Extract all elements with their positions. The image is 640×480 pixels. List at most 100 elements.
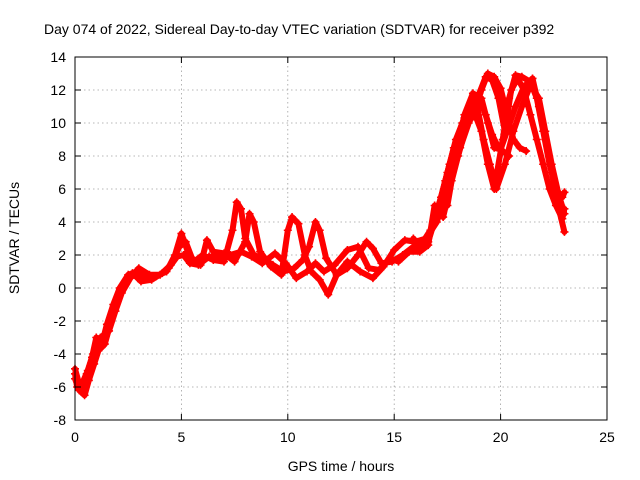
data-point-marker <box>136 277 145 286</box>
data-point-marker <box>424 237 433 246</box>
data-point-marker <box>236 204 245 213</box>
y-tick-label: 0 <box>58 280 66 296</box>
data-point-marker <box>415 246 424 255</box>
series-layer <box>71 69 569 400</box>
data-point-marker <box>96 333 105 342</box>
data-point-marker <box>292 274 301 283</box>
data-point-marker <box>364 264 373 273</box>
y-tick-label: 14 <box>50 49 66 65</box>
data-point-marker <box>539 160 548 169</box>
data-point-marker <box>532 94 541 103</box>
data-point-marker <box>258 259 267 268</box>
data-point-marker <box>300 251 309 259</box>
y-tick-label: -2 <box>54 313 67 329</box>
y-tick-label: 6 <box>58 181 66 197</box>
data-point-marker <box>500 127 509 136</box>
y-tick-label: 8 <box>58 148 66 164</box>
data-point-marker <box>368 244 377 253</box>
data-point-marker <box>356 267 365 276</box>
data-point-marker <box>185 259 194 268</box>
data-point-marker <box>305 242 314 251</box>
x-tick-label: 15 <box>386 429 402 445</box>
data-point-marker <box>520 86 529 94</box>
data-point-marker <box>409 234 418 243</box>
data-point-marker <box>394 257 403 266</box>
data-point-marker <box>156 270 165 279</box>
series-track-1 <box>71 94 514 393</box>
data-point-marker <box>513 74 522 83</box>
data-point-marker <box>368 274 377 283</box>
chart-title: Day 074 of 2022, Sidereal Day-to-day VTE… <box>44 21 554 37</box>
data-point-marker <box>507 86 516 94</box>
data-point-marker <box>551 201 560 210</box>
y-tick-label: -8 <box>54 412 67 428</box>
data-point-marker <box>302 267 311 276</box>
x-axis-label: GPS time / hours <box>288 458 395 474</box>
data-point-marker <box>194 260 203 269</box>
data-point-marker <box>560 204 569 213</box>
data-point-marker <box>315 226 324 235</box>
data-point-marker <box>117 288 126 297</box>
data-point-marker <box>526 110 535 119</box>
data-point-marker <box>405 247 414 256</box>
data-point-marker <box>324 290 333 299</box>
data-point-marker <box>311 259 320 268</box>
plot-frame <box>74 56 608 421</box>
tick-layer: 0 5 10 15 20 25 -8 -6 -4 -2 0 2 4 6 8 10 12 14 <box>50 49 615 445</box>
y-tick-label: 4 <box>58 214 66 230</box>
data-point-marker <box>228 226 237 235</box>
data-point-marker <box>315 275 324 284</box>
data-point-marker <box>226 251 235 259</box>
data-point-marker <box>443 201 452 210</box>
x-tick-label: 5 <box>178 429 186 445</box>
data-point-marker <box>319 267 328 276</box>
data-point-marker <box>532 135 541 144</box>
data-point-marker <box>494 94 503 103</box>
data-point-marker <box>449 143 458 152</box>
data-point-marker <box>126 274 135 283</box>
data-point-marker <box>400 236 409 245</box>
data-point-marker <box>322 254 331 263</box>
data-point-marker <box>105 326 114 335</box>
data-point-marker <box>522 147 531 156</box>
data-point-marker <box>271 249 280 258</box>
data-point-marker <box>332 270 341 279</box>
x-tick-label: 10 <box>280 429 296 445</box>
data-point-marker <box>500 160 509 169</box>
data-point-marker <box>230 257 239 266</box>
data-point-marker <box>205 252 214 261</box>
data-point-marker <box>256 247 265 256</box>
x-tick-label: 25 <box>599 429 615 445</box>
data-point-marker <box>145 270 154 279</box>
data-point-marker <box>134 264 143 273</box>
y-axis-label: SDTVAR / TECUs <box>6 182 22 294</box>
data-point-marker <box>111 307 120 316</box>
data-point-marker <box>375 265 384 274</box>
data-point-marker <box>539 127 548 136</box>
data-point-marker <box>202 236 211 245</box>
data-point-marker <box>490 143 499 152</box>
data-point-marker <box>441 176 450 185</box>
series-line <box>72 70 530 399</box>
data-point-marker <box>475 89 484 98</box>
data-point-marker <box>281 259 290 268</box>
data-point-marker <box>288 213 297 222</box>
data-point-marker <box>343 246 352 255</box>
data-point-marker <box>330 260 339 269</box>
data-point-marker <box>466 105 475 114</box>
data-point-marker <box>82 369 91 378</box>
data-point-marker <box>80 391 89 400</box>
data-point-marker <box>483 119 492 127</box>
data-point-marker <box>481 72 490 81</box>
data-point-marker <box>471 110 480 119</box>
data-point-marker <box>241 237 250 246</box>
y-tick-label: -4 <box>54 346 67 362</box>
data-point-marker <box>526 77 535 86</box>
data-point-marker <box>232 198 241 207</box>
data-point-marker <box>560 227 569 236</box>
data-point-marker <box>277 270 286 279</box>
series-line <box>72 95 513 392</box>
data-point-marker <box>558 214 567 223</box>
